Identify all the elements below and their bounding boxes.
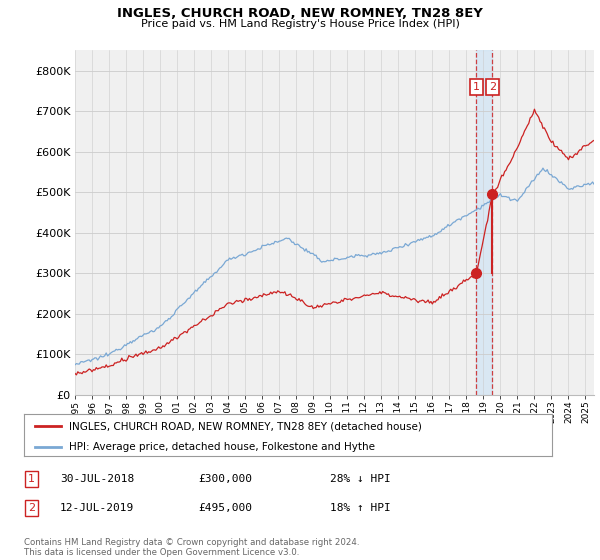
Text: 2: 2	[489, 82, 496, 92]
Text: 1: 1	[473, 82, 480, 92]
Text: 30-JUL-2018: 30-JUL-2018	[60, 474, 134, 484]
Text: HPI: Average price, detached house, Folkestone and Hythe: HPI: Average price, detached house, Folk…	[69, 442, 375, 452]
Text: INGLES, CHURCH ROAD, NEW ROMNEY, TN28 8EY: INGLES, CHURCH ROAD, NEW ROMNEY, TN28 8E…	[117, 7, 483, 20]
Text: 2: 2	[28, 503, 35, 513]
Text: Price paid vs. HM Land Registry's House Price Index (HPI): Price paid vs. HM Land Registry's House …	[140, 19, 460, 29]
Text: 28% ↓ HPI: 28% ↓ HPI	[330, 474, 391, 484]
Text: £300,000: £300,000	[198, 474, 252, 484]
Text: INGLES, CHURCH ROAD, NEW ROMNEY, TN28 8EY (detached house): INGLES, CHURCH ROAD, NEW ROMNEY, TN28 8E…	[69, 421, 422, 431]
Text: 12-JUL-2019: 12-JUL-2019	[60, 503, 134, 513]
Text: 1: 1	[28, 474, 35, 484]
Text: £495,000: £495,000	[198, 503, 252, 513]
Bar	[476, 50, 493, 395]
Text: Contains HM Land Registry data © Crown copyright and database right 2024.
This d: Contains HM Land Registry data © Crown c…	[24, 538, 359, 557]
Text: 18% ↑ HPI: 18% ↑ HPI	[330, 503, 391, 513]
